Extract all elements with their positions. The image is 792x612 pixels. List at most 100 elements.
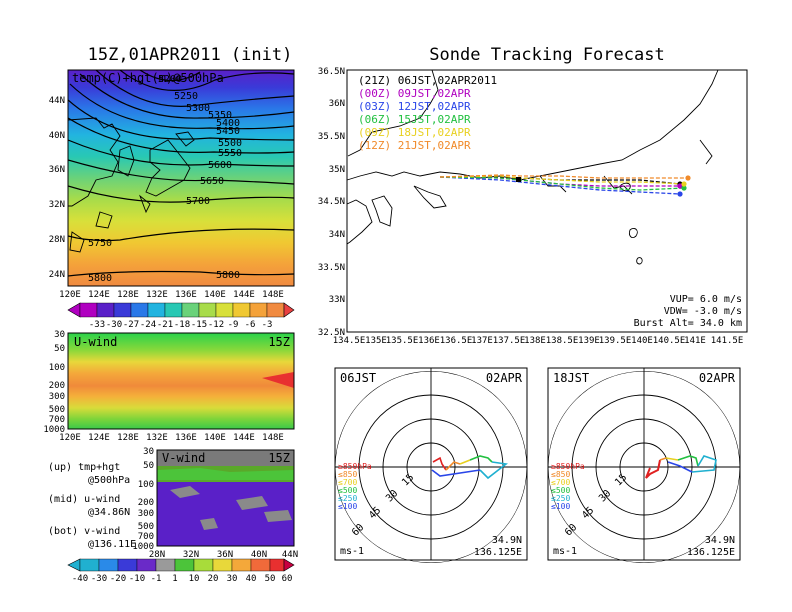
pressure-label: 30 xyxy=(54,330,65,340)
level-legend: ≤100 xyxy=(338,502,357,511)
pressure-label: 100 xyxy=(138,480,154,490)
lon-label: 128E xyxy=(117,433,139,443)
hodograph-18jst: 18JST 02APR 15 30 45 60 ≥850hPa ≤850 ≤70… xyxy=(547,367,741,563)
level-legend: ≤250 xyxy=(551,494,570,503)
colorbar-label: -24 xyxy=(140,320,156,330)
colorbar-label: 10 xyxy=(189,574,200,584)
run-label: (21Z) 06JST,02APR2011 xyxy=(358,74,497,87)
pressure-label: 50 xyxy=(54,344,65,354)
legend-line: (up) tmp+hgt xyxy=(48,462,120,473)
contour-label: 5750 xyxy=(88,238,112,249)
lat-label: 40N xyxy=(251,550,267,560)
lat-label: 32.5N xyxy=(318,328,345,338)
contour-label: 5550 xyxy=(218,148,242,159)
colorbar-label: -20 xyxy=(110,574,126,584)
colorbar-label: -12 xyxy=(208,320,224,330)
lat-label: 32N xyxy=(49,200,65,210)
lon-label: 132E xyxy=(146,433,168,443)
hodo-date: 02APR xyxy=(699,371,736,385)
colorbar-label: -30 xyxy=(91,574,107,584)
pressure-label: 300 xyxy=(49,392,65,402)
hodo-time: 06JST xyxy=(340,371,376,385)
run-label: (06Z) 15JST,02APR xyxy=(358,113,471,126)
lon-label: 136E xyxy=(175,290,197,300)
colorbar-label: 40 xyxy=(246,574,257,584)
lat-label: 36N xyxy=(49,165,65,175)
lon-label: 124E xyxy=(88,290,110,300)
colorbar-label: -6 xyxy=(245,320,256,330)
pressure-label: 500 xyxy=(49,405,65,415)
pressure-label: 200 xyxy=(138,498,154,508)
lat-label: 44N xyxy=(282,550,298,560)
lon-label: 141.5E xyxy=(711,336,744,346)
hodo-lon: 136.125E xyxy=(687,547,735,558)
lat-label: 44N xyxy=(49,96,65,106)
lat-label: 32N xyxy=(183,550,199,560)
lon-label: 140.5E xyxy=(653,336,686,346)
uwind-label: U-wind xyxy=(74,335,117,349)
temperature-colorbar: -33 -30 -27 -24 -21 -18 -15 -12 -9 -6 -3 xyxy=(67,302,295,330)
colorbar-label: 30 xyxy=(227,574,238,584)
hodo-lat: 34.9N xyxy=(705,535,735,546)
left-map-title: 15Z,01APR2011 (init) xyxy=(88,45,293,65)
pressure-label: 700 xyxy=(138,532,154,542)
vdw-text: VDW= -3.0 m/s xyxy=(664,306,742,317)
colorbar-label: -27 xyxy=(123,320,139,330)
lon-label: 140E xyxy=(204,290,226,300)
vup-text: VUP= 6.0 m/s xyxy=(670,294,742,305)
lon-label: 120E xyxy=(59,433,81,443)
lon-label: 135.5E xyxy=(386,336,419,346)
lon-label: 132E xyxy=(146,290,168,300)
pressure-label: 30 xyxy=(143,447,154,457)
colorbar-label: -33 xyxy=(89,320,105,330)
colorbar-label: -21 xyxy=(157,320,173,330)
vwind-time: 15Z xyxy=(268,451,290,465)
lon-label: 137E xyxy=(471,336,493,346)
lon-label: 141E xyxy=(684,336,706,346)
legend-line: @34.86N xyxy=(88,507,130,518)
uwind-panel: U-wind 15Z 30 50 100 200 300 500 700 100… xyxy=(43,330,295,443)
lon-label: 139.5E xyxy=(599,336,632,346)
pressure-label: 1000 xyxy=(43,425,65,435)
lon-label: 140E xyxy=(631,336,653,346)
pressure-label: 1000 xyxy=(132,542,154,552)
hodograph-06jst: 06JST 02APR 15 30 45 60 ≥850hPa ≤850 ≤70… xyxy=(334,367,528,563)
legend-line: (mid) u-wind xyxy=(48,494,120,505)
wind-colorbar: -40 -30 -20 -10 -1 1 10 20 30 40 50 60 xyxy=(67,558,295,584)
burst-alt-text: Burst Alt= 34.0 km xyxy=(634,318,742,329)
hodo-lat: 34.9N xyxy=(492,535,522,546)
lat-label: 28N xyxy=(49,235,65,245)
colorbar-label: -3 xyxy=(262,320,273,330)
level-legend: ≤850 xyxy=(338,470,357,479)
level-legend: ≤500 xyxy=(338,486,357,495)
hodo-time: 18JST xyxy=(553,371,589,385)
lat-label: 35.5N xyxy=(318,132,345,142)
pressure-label: 700 xyxy=(49,415,65,425)
pressure-label: 500 xyxy=(138,522,154,532)
level-legend: ≤100 xyxy=(551,502,570,511)
run-label: (03Z) 12JST,02APR xyxy=(358,100,471,113)
lon-label: 138E xyxy=(524,336,546,346)
run-label: (00Z) 09JST,02APR xyxy=(358,87,471,100)
legend-line: (bot) v-wind xyxy=(48,526,120,537)
lat-label: 36.5N xyxy=(318,67,345,77)
lon-label: 139E xyxy=(578,336,600,346)
lon-label: 144E xyxy=(233,290,255,300)
contour-label: 5350 xyxy=(208,110,232,121)
level-legend: ≤700 xyxy=(338,478,357,487)
lon-label: 148E xyxy=(262,290,284,300)
lon-label: 134.5E xyxy=(333,336,366,346)
lon-label: 120E xyxy=(59,290,81,300)
contour-label: 5200 xyxy=(158,74,182,85)
contour-label: 5250 xyxy=(174,91,198,102)
contour-label: 5700 xyxy=(186,196,210,207)
hodo-unit: ms-1 xyxy=(553,546,577,557)
temperature-map: temp(C)+hgt(m)@500hPa 5200 5250 5300 535… xyxy=(49,69,295,300)
lon-label: 148E xyxy=(262,433,284,443)
colorbar-label: 1 xyxy=(172,574,177,584)
contour-label: 5450 xyxy=(216,126,240,137)
level-legend: ≤250 xyxy=(338,494,357,503)
lon-label: 136E xyxy=(418,336,440,346)
lon-label: 144E xyxy=(233,433,255,443)
